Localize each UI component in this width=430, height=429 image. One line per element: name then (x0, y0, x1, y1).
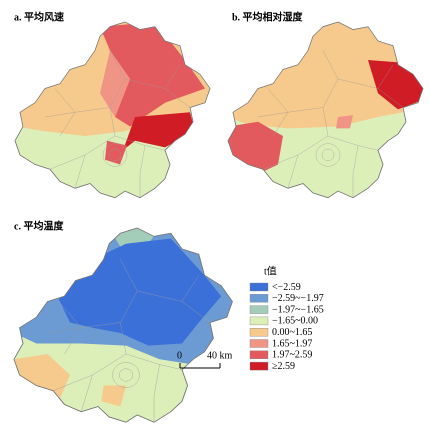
legend-label: ≥2.59 (272, 361, 295, 372)
legend-swatch (249, 305, 269, 314)
legend-label: −1.65~0.00 (272, 316, 318, 327)
scale-start: 0 (177, 350, 182, 361)
panel-label: a. 平均风速 (14, 10, 64, 23)
panel-label: b. 平均相对湿度 (232, 10, 304, 23)
panel-label: c. 平均温度 (14, 219, 64, 232)
legend-swatch (249, 361, 269, 371)
map-a (14, 21, 211, 199)
legend: <−2.59−2.59~−1.97−1.97~−1.65−1.65~0.000.… (249, 282, 324, 372)
map-c (13, 227, 233, 423)
legend-swatch (249, 294, 269, 303)
legend-swatch (249, 350, 269, 359)
legend-swatch (249, 316, 269, 326)
scale-end: 40 km (207, 350, 233, 361)
legend-label: −2.59~−1.97 (272, 293, 324, 304)
scale-bar: 0 40 km (177, 350, 233, 369)
legend-label: <−2.59 (272, 282, 301, 293)
legend-label: 0.00~1.65 (272, 327, 312, 338)
map-b (227, 21, 424, 199)
legend-title: t值 (264, 264, 277, 277)
legend-label: −1.97~−1.65 (272, 304, 324, 315)
legend-label: 1.97~2.59 (272, 350, 312, 361)
legend-swatch (249, 339, 269, 348)
legend-swatch (249, 282, 269, 292)
legend-label: 1.65~1.97 (272, 338, 312, 349)
legend-swatch (249, 328, 269, 337)
